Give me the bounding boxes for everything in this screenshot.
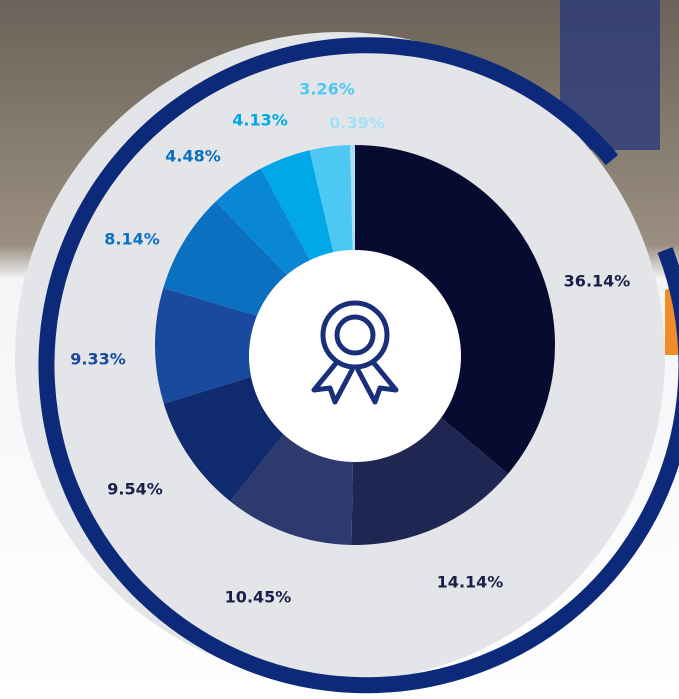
value-label: 9.33% — [70, 350, 126, 369]
value-label: 36.14% — [564, 272, 631, 291]
value-label: 9.54% — [107, 480, 163, 499]
value-label: 8.14% — [104, 230, 160, 249]
center-disc — [249, 250, 461, 462]
value-label: 4.48% — [165, 147, 221, 166]
value-label: 10.45% — [225, 588, 292, 607]
value-label: 14.14% — [437, 573, 504, 592]
value-label: 4.13% — [232, 111, 288, 130]
value-label: 3.26% — [299, 80, 355, 99]
chart: 36.14% 14.14% 10.45% 9.54% 9.33% 8.14% 4.48% 4.… — [0, 0, 679, 699]
value-label: 0.39% — [329, 114, 385, 133]
